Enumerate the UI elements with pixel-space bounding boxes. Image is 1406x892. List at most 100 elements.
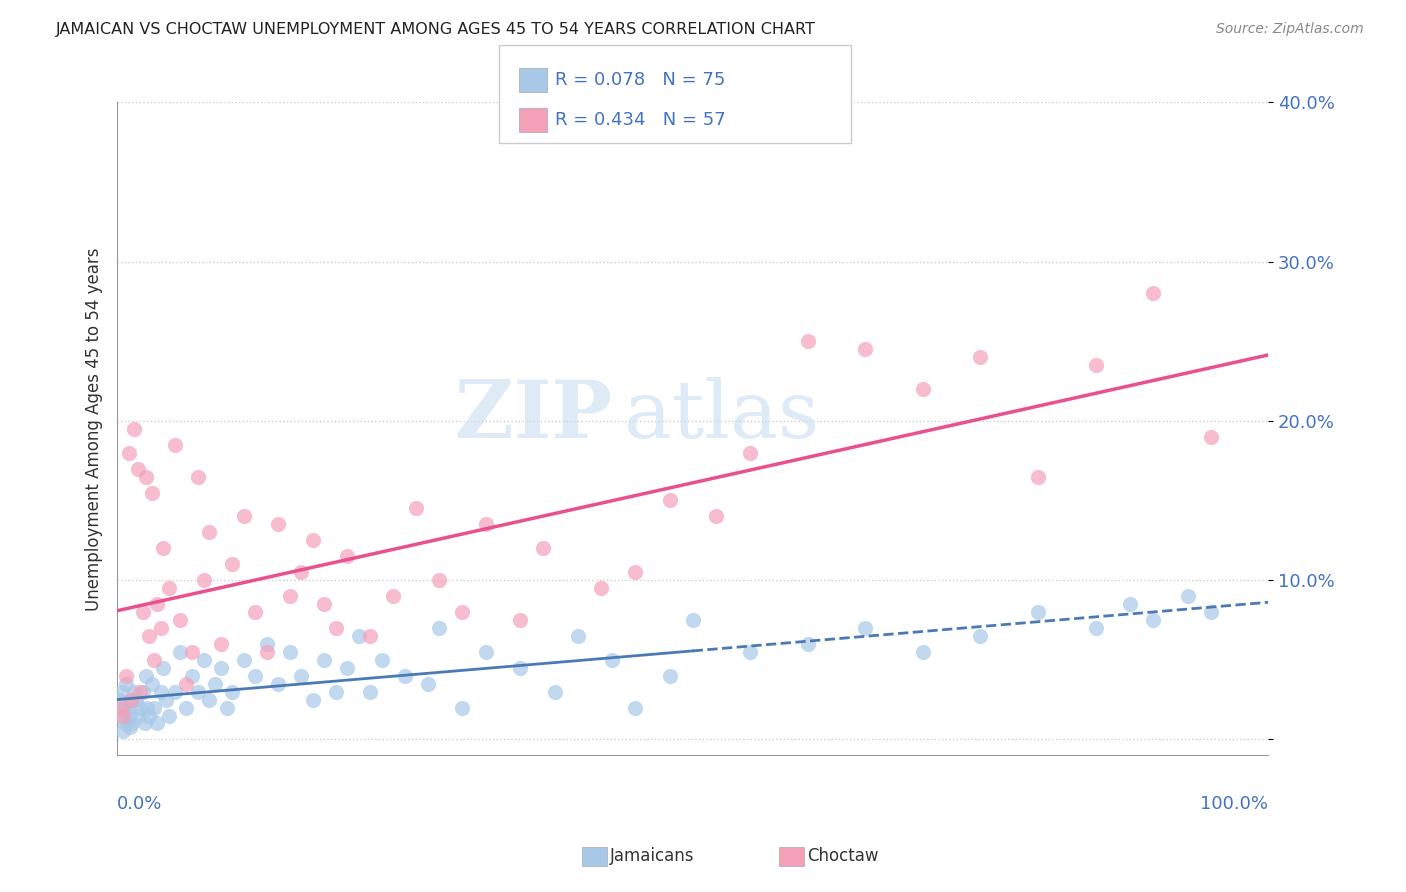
Point bbox=[124, 684, 146, 698]
Text: Source: ZipAtlas.com: Source: ZipAtlas.com bbox=[1216, 22, 1364, 37]
Point bbox=[256, 645, 278, 659]
Point bbox=[209, 637, 232, 651]
Point bbox=[118, 446, 141, 460]
Point bbox=[138, 629, 160, 643]
Text: Choctaw: Choctaw bbox=[807, 847, 879, 865]
Point bbox=[451, 605, 474, 619]
Point bbox=[1199, 605, 1222, 619]
Point bbox=[110, 700, 132, 714]
Point bbox=[969, 629, 991, 643]
Point bbox=[209, 661, 232, 675]
Point bbox=[429, 573, 451, 587]
Point bbox=[141, 485, 163, 500]
Point bbox=[127, 461, 149, 475]
Point bbox=[245, 605, 267, 619]
Point bbox=[256, 637, 278, 651]
Point bbox=[302, 692, 325, 706]
Point bbox=[797, 334, 820, 349]
Text: 0.0%: 0.0% bbox=[117, 795, 163, 813]
Point bbox=[509, 661, 531, 675]
Point bbox=[155, 692, 177, 706]
Point bbox=[290, 565, 312, 579]
Point bbox=[853, 342, 876, 356]
Point bbox=[451, 700, 474, 714]
Text: R = 0.434   N = 57: R = 0.434 N = 57 bbox=[555, 112, 725, 129]
Point bbox=[174, 676, 197, 690]
Point bbox=[290, 669, 312, 683]
Point bbox=[131, 684, 153, 698]
Point bbox=[336, 661, 359, 675]
Point bbox=[221, 684, 243, 698]
Point bbox=[138, 708, 160, 723]
Point bbox=[121, 716, 143, 731]
Point bbox=[371, 653, 394, 667]
Point bbox=[141, 676, 163, 690]
Point bbox=[232, 653, 254, 667]
Point bbox=[187, 469, 209, 483]
Point bbox=[163, 684, 186, 698]
Point bbox=[198, 692, 221, 706]
Point bbox=[1142, 613, 1164, 627]
Text: atlas: atlas bbox=[624, 376, 818, 455]
Text: 100.0%: 100.0% bbox=[1201, 795, 1268, 813]
Text: ZIP: ZIP bbox=[456, 376, 612, 455]
Point bbox=[157, 708, 180, 723]
Point bbox=[911, 382, 934, 396]
Point bbox=[181, 645, 204, 659]
Point bbox=[149, 684, 172, 698]
Point bbox=[531, 541, 554, 556]
Point bbox=[624, 565, 647, 579]
Point bbox=[112, 700, 135, 714]
Point bbox=[124, 692, 146, 706]
Point bbox=[416, 676, 439, 690]
Point bbox=[394, 669, 416, 683]
Point bbox=[193, 573, 215, 587]
Point bbox=[1084, 621, 1107, 635]
Point bbox=[658, 493, 681, 508]
Point bbox=[314, 653, 336, 667]
Point bbox=[120, 692, 142, 706]
Point bbox=[204, 676, 226, 690]
Point bbox=[152, 541, 174, 556]
Point bbox=[314, 597, 336, 611]
Point bbox=[124, 422, 146, 436]
Point bbox=[108, 692, 131, 706]
Point bbox=[143, 700, 166, 714]
Point bbox=[543, 684, 565, 698]
Point bbox=[359, 629, 381, 643]
Point bbox=[1084, 358, 1107, 372]
Text: JAMAICAN VS CHOCTAW UNEMPLOYMENT AMONG AGES 45 TO 54 YEARS CORRELATION CHART: JAMAICAN VS CHOCTAW UNEMPLOYMENT AMONG A… bbox=[56, 22, 815, 37]
Point bbox=[704, 509, 727, 524]
Point bbox=[157, 581, 180, 595]
Point bbox=[278, 645, 301, 659]
Point bbox=[118, 720, 141, 734]
Point bbox=[111, 724, 134, 739]
Point bbox=[267, 676, 290, 690]
Point bbox=[114, 716, 136, 731]
Point bbox=[278, 589, 301, 603]
Point bbox=[135, 669, 157, 683]
Point bbox=[1026, 469, 1049, 483]
Point bbox=[567, 629, 589, 643]
Point bbox=[624, 700, 647, 714]
Point bbox=[347, 629, 370, 643]
Point bbox=[111, 684, 134, 698]
Point bbox=[143, 653, 166, 667]
Point bbox=[658, 669, 681, 683]
Point bbox=[509, 613, 531, 627]
Point bbox=[115, 669, 138, 683]
Point bbox=[853, 621, 876, 635]
Point bbox=[1142, 286, 1164, 301]
Point bbox=[740, 645, 762, 659]
Point bbox=[152, 661, 174, 675]
Point bbox=[198, 525, 221, 540]
Point bbox=[382, 589, 405, 603]
Point bbox=[325, 621, 347, 635]
Text: Jamaicans: Jamaicans bbox=[610, 847, 695, 865]
Point bbox=[1177, 589, 1199, 603]
Point bbox=[169, 645, 191, 659]
Point bbox=[1199, 430, 1222, 444]
Point bbox=[215, 700, 238, 714]
Point bbox=[1026, 605, 1049, 619]
Point bbox=[181, 669, 204, 683]
